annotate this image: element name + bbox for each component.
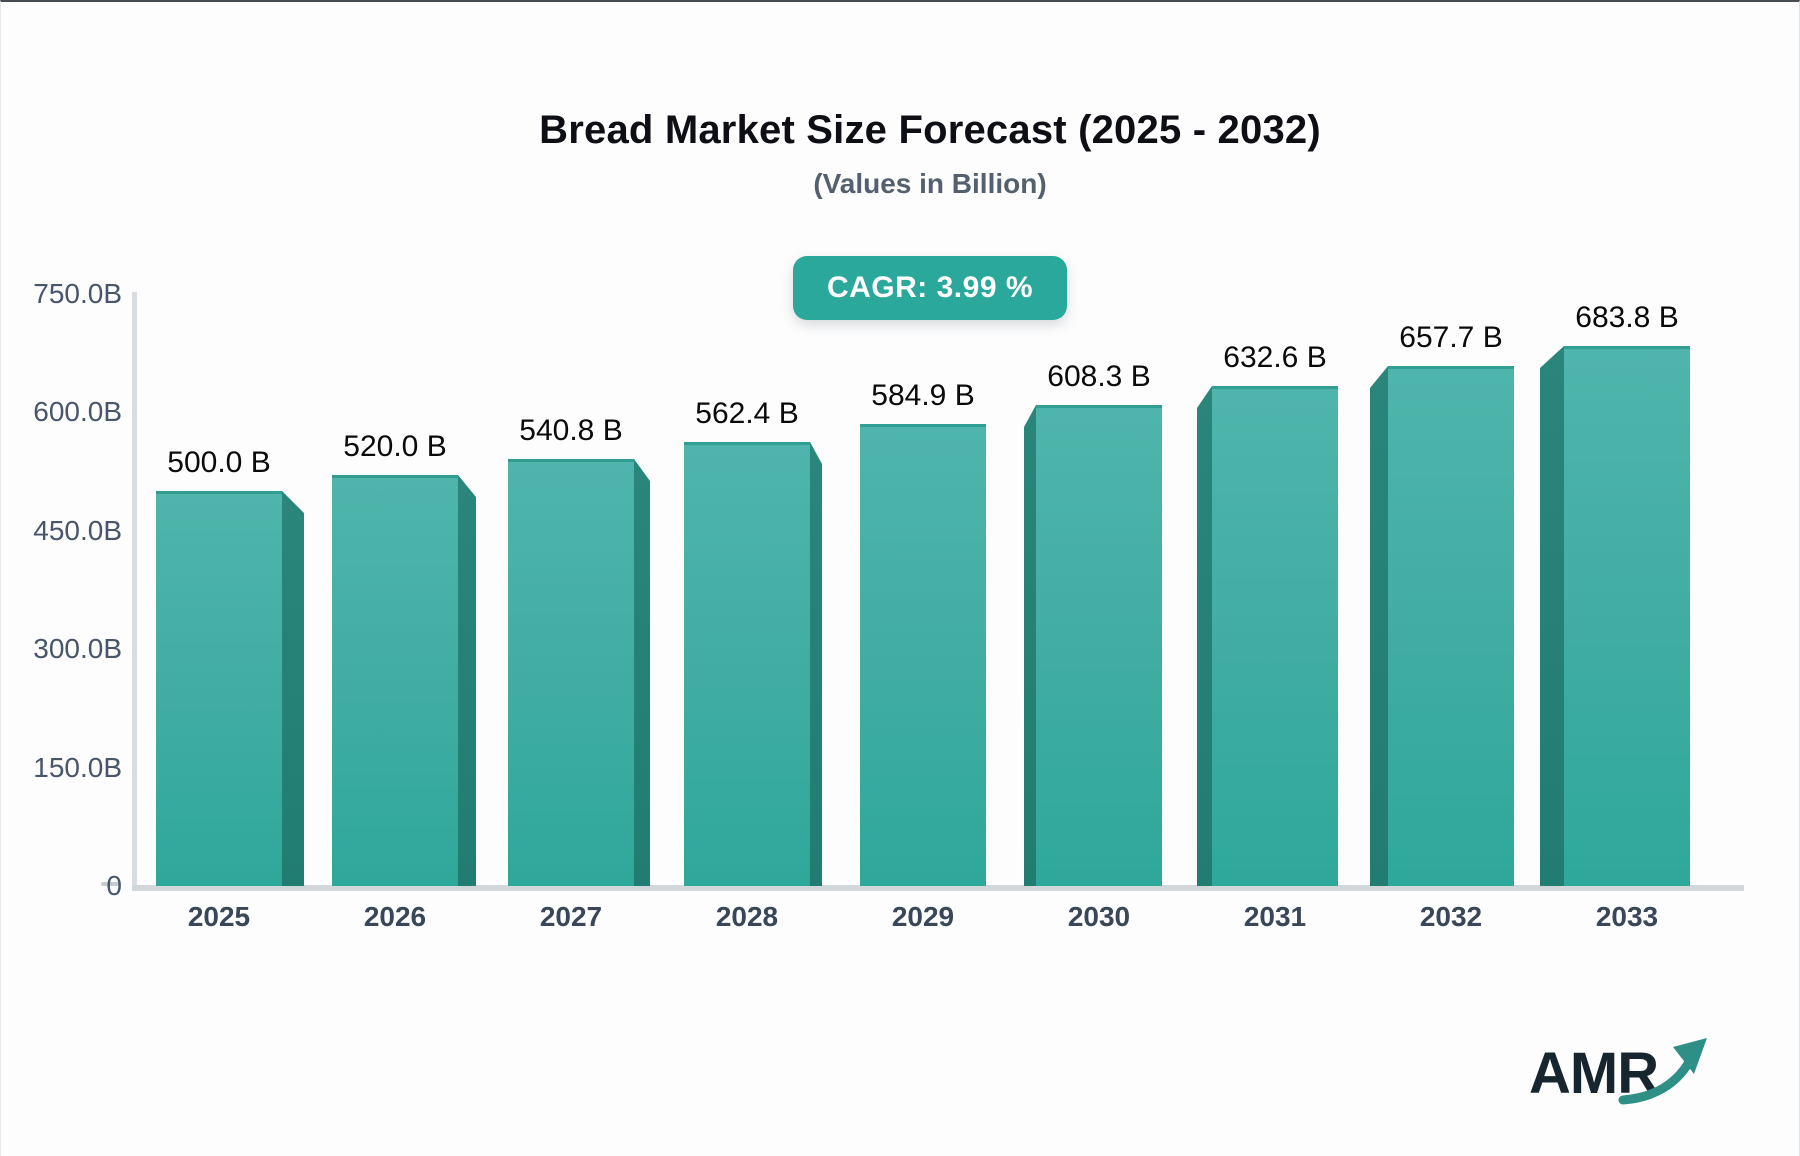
bar-value-2031: 632.6 B: [1223, 341, 1327, 374]
cagr-badge-wrap: CAGR: 3.99 %: [138, 256, 1722, 320]
bar-face-2026: [332, 475, 458, 886]
bar-value-2032: 657.7 B: [1399, 321, 1503, 354]
chart-subtitle: (Values in Billion): [813, 168, 1047, 199]
x-axis-label-2030: 2030: [1067, 901, 1131, 932]
x-axis-label-2032: 2032: [1419, 901, 1483, 932]
chart-header: Bread Market Size Forecast (2025 - 2032): [138, 108, 1722, 153]
y-axis-label-600: 600.0B: [33, 396, 122, 427]
bar-side-2028: [810, 442, 822, 886]
bar-value-2033: 683.8 B: [1575, 301, 1679, 334]
bar-2025[interactable]: [156, 491, 304, 886]
bar-face-2031: [1212, 386, 1338, 886]
bar-side-2032: [1370, 366, 1388, 886]
bar-2031[interactable]: [1197, 386, 1338, 886]
bar-side-2030: [1024, 405, 1036, 886]
x-axis-label-2025: 2025: [187, 901, 251, 932]
chart-title: Bread Market Size Forecast (2025 - 2032): [539, 108, 1321, 152]
bar-2029[interactable]: [860, 424, 986, 886]
bar-value-2025: 500.0 B: [167, 446, 271, 479]
x-axis-line: [132, 885, 1744, 891]
bar-face-2029: [860, 424, 986, 886]
bar-face-2025: [156, 491, 282, 886]
bar-face-2028: [684, 442, 810, 886]
bar-2027[interactable]: [508, 459, 650, 886]
amr-logo: AMR: [1529, 1038, 1729, 1122]
y-axis-label-750: 750.0B: [33, 278, 122, 309]
x-axis-label-2033: 2033: [1595, 901, 1659, 932]
x-axis-label-2027: 2027: [539, 901, 603, 932]
bar-side-2031: [1197, 386, 1212, 886]
bar-face-2032: [1388, 366, 1514, 886]
x-axis-label-2029: 2029: [891, 901, 955, 932]
y-axis-label-150: 150.0B: [33, 752, 122, 783]
bar-value-2028: 562.4 B: [695, 397, 799, 430]
bar-2026[interactable]: [332, 475, 476, 886]
bar-2030[interactable]: [1024, 405, 1162, 886]
y-axis-label-0: 0: [106, 870, 122, 901]
bar-value-2030: 608.3 B: [1047, 360, 1151, 393]
bar-value-2027: 540.8 B: [519, 414, 623, 447]
x-axis-label-2031: 2031: [1243, 901, 1307, 932]
bar-value-2026: 520.0 B: [343, 430, 447, 463]
x-axis-label-2026: 2026: [363, 901, 427, 932]
y-axis-label-300: 300.0B: [33, 633, 122, 664]
bar-face-2030: [1036, 405, 1162, 886]
y-axis-label-450: 450.0B: [33, 515, 122, 546]
bar-side-2026: [458, 475, 476, 886]
bar-2032[interactable]: [1370, 366, 1514, 886]
growth-arrow-icon: [1618, 1038, 1707, 1105]
cagr-badge: CAGR: 3.99 %: [792, 256, 1068, 320]
bar-side-2033: [1540, 346, 1564, 886]
bar-2033[interactable]: [1540, 346, 1690, 886]
y-axis-tick-dash-0: [101, 882, 119, 886]
bar-side-2027: [634, 459, 650, 886]
bar-face-2033: [1564, 346, 1690, 886]
x-axis-label-2028: 2028: [715, 901, 779, 932]
bar-face-2027: [508, 459, 634, 886]
bar-value-2029: 584.9 B: [871, 379, 975, 412]
bar-2028[interactable]: [684, 442, 822, 886]
bar-side-2025: [282, 491, 304, 886]
y-axis-line: [132, 292, 137, 891]
y-axis-tick-dash-150: [113, 765, 118, 769]
